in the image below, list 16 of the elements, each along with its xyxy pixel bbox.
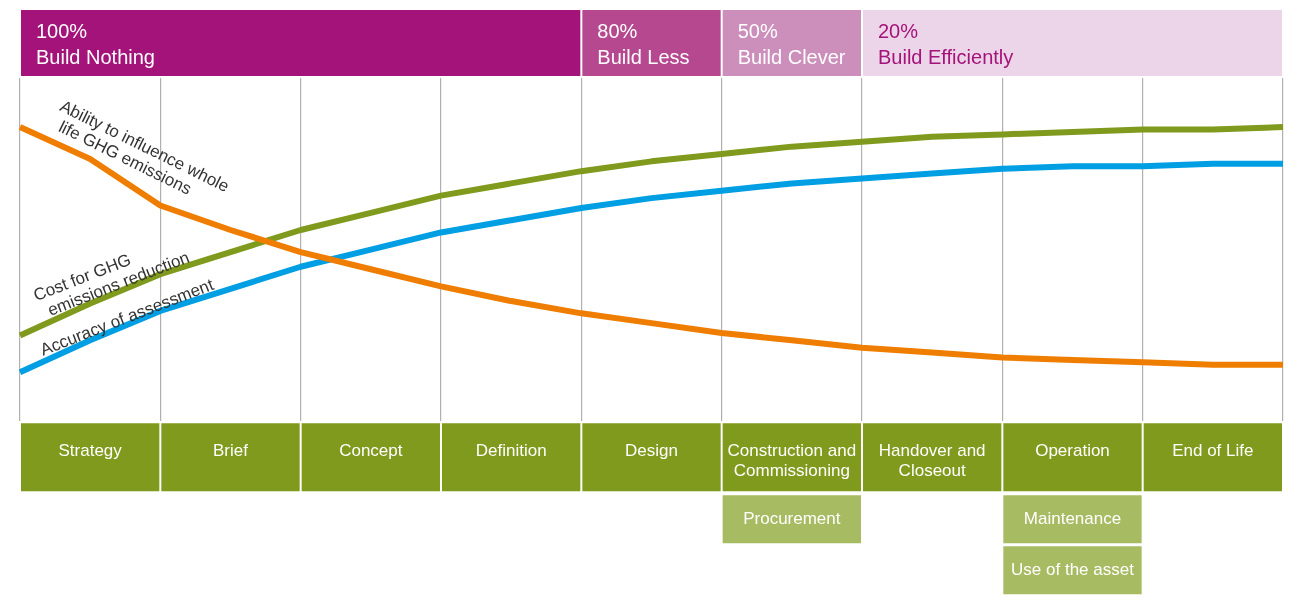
x-tick-label: Operation: [1035, 441, 1110, 461]
x-tick-label: Construction and Commissioning: [727, 441, 857, 481]
x-tick-label: Brief: [213, 441, 249, 461]
text: Maintenance: [1023, 508, 1122, 528]
x-tick-label: Strategy: [58, 441, 123, 461]
text: Use of the asset: [1011, 559, 1135, 579]
text: Procurement: [743, 508, 841, 528]
x-tick-label: Handover and Closeout: [878, 441, 986, 481]
text: 50% Build Clever: [737, 19, 846, 68]
x-tick-label: Definition: [475, 441, 547, 461]
x-tick-label: End of Life: [1172, 441, 1254, 461]
x-tick-label: Concept: [339, 441, 403, 461]
text: 80% Build Less: [597, 19, 690, 68]
text: 100% Build Nothing: [36, 19, 155, 68]
text: 20% Build Efficiently: [878, 19, 1014, 68]
x-tick-label: Design: [625, 441, 678, 461]
